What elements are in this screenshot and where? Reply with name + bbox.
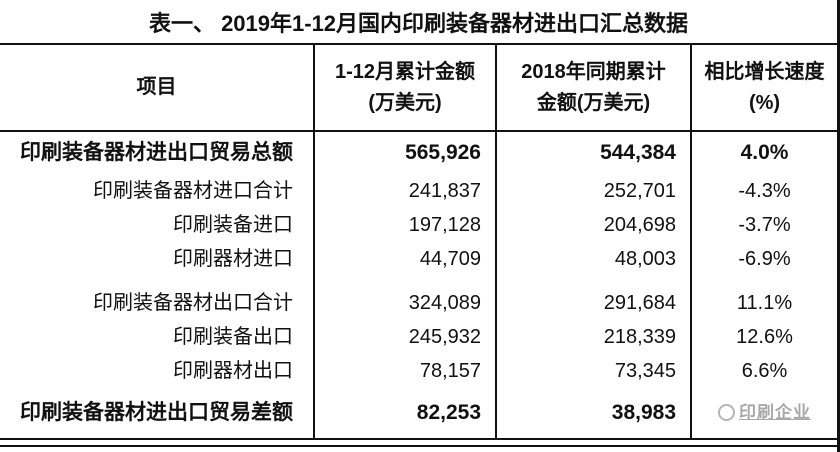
table-row-equipment-import: 印刷装备进口 197,128 204,698 -3.7% bbox=[0, 208, 837, 242]
watermark: 印刷企业 bbox=[718, 403, 811, 423]
row-label: 印刷器材出口 bbox=[173, 360, 293, 382]
table-row-import-total: 印刷装备器材进口合计 241,837 252,701 -4.3% bbox=[0, 174, 837, 208]
table-row-total: 印刷装备器材进出口贸易总额 565,926 544,384 4.0% bbox=[0, 132, 837, 174]
table-bottom-rule bbox=[0, 438, 837, 447]
column-header-item: 项目 bbox=[136, 76, 177, 98]
row-label: 印刷装备器材进出口贸易差额 bbox=[20, 401, 293, 425]
table-row-equipment-export: 印刷装备出口 245,932 218,339 12.6% bbox=[0, 320, 837, 354]
value-2018: 252,701 bbox=[495, 174, 690, 208]
table-row-materials-import: 印刷器材进口 44,709 48,003 -6.9% bbox=[0, 242, 837, 276]
row-label: 印刷器材进口 bbox=[173, 248, 293, 270]
row-label: 印刷装备进口 bbox=[173, 214, 293, 236]
growth-rate: -3.7% bbox=[690, 208, 837, 242]
value-2018: 291,684 bbox=[495, 286, 690, 320]
row-label: 印刷装备出口 bbox=[173, 326, 293, 348]
value-2019: 324,089 bbox=[313, 286, 495, 320]
growth-rate: 6.6% bbox=[690, 354, 837, 388]
value-2019: 245,932 bbox=[313, 320, 495, 354]
row-label: 印刷装备器材进口合计 bbox=[93, 180, 293, 202]
row-label: 印刷装备器材出口合计 bbox=[93, 292, 293, 314]
table-title: 表一、 2019年1-12月国内印刷装备器材进出口汇总数据 bbox=[0, 0, 837, 45]
value-2018: 73,345 bbox=[495, 354, 690, 388]
value-2019: 82,253 bbox=[313, 388, 495, 438]
watermark-logo-icon bbox=[718, 404, 735, 422]
value-2018: 218,339 bbox=[495, 320, 690, 354]
column-header-2018-amount: 2018年同期累计 金额(万美元) bbox=[495, 45, 690, 130]
table-row-balance: 印刷装备器材进出口贸易差额 82,253 38,983 印刷企业 bbox=[0, 388, 837, 438]
growth-rate: 12.6% bbox=[690, 320, 837, 354]
table-row-export-total: 印刷装备器材出口合计 324,089 291,684 11.1% bbox=[0, 286, 837, 320]
growth-rate: -6.9% bbox=[690, 242, 837, 276]
spacer-row bbox=[0, 276, 837, 286]
value-2019: 44,709 bbox=[313, 242, 495, 276]
table-row-materials-export: 印刷器材出口 78,157 73,345 6.6% bbox=[0, 354, 837, 388]
value-2018: 204,698 bbox=[495, 208, 690, 242]
value-2019: 78,157 bbox=[313, 354, 495, 388]
column-header-growth: 相比增长速度 (%) bbox=[690, 45, 837, 130]
growth-rate: 4.0% bbox=[690, 132, 837, 174]
growth-rate: 11.1% bbox=[690, 286, 837, 320]
watermark-text: 印刷企业 bbox=[739, 402, 811, 422]
growth-cell: 印刷企业 bbox=[690, 388, 837, 438]
growth-rate: -4.3% bbox=[690, 174, 837, 208]
value-2018: 38,983 bbox=[495, 388, 690, 438]
table-header-row: 项目 1-12月累计金额 (万美元) 2018年同期累计 金额(万美元) 相比增… bbox=[0, 45, 837, 132]
value-2019: 197,128 bbox=[313, 208, 495, 242]
column-header-2019-amount: 1-12月累计金额 (万美元) bbox=[313, 45, 495, 130]
value-2018: 48,003 bbox=[495, 242, 690, 276]
value-2019: 241,837 bbox=[313, 174, 495, 208]
value-2018: 544,384 bbox=[495, 132, 690, 174]
value-2019: 565,926 bbox=[313, 132, 495, 174]
row-label: 印刷装备器材进出口贸易总额 bbox=[20, 141, 293, 165]
